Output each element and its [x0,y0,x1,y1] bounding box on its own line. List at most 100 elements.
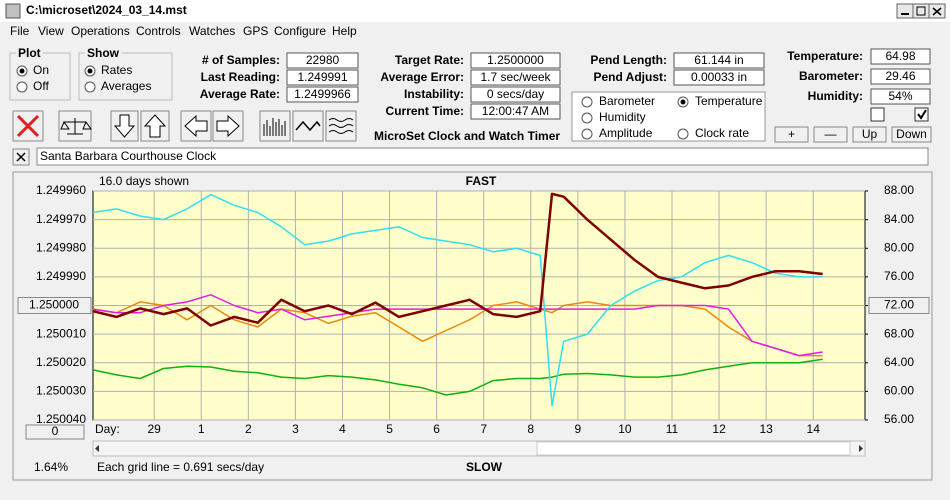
radio[interactable] [581,96,593,108]
y2-tick-label: 88.00 [884,183,914,197]
button[interactable] [891,126,932,143]
field-box [286,86,359,103]
series-line [92,193,823,407]
icon [263,118,286,136]
x-tick-label: 7 [480,422,487,436]
annotation: 16.0 days shown [99,174,189,188]
x-tick-label: 9 [575,422,582,436]
lines-button[interactable] [325,110,357,142]
x-tick-label: 3 [292,422,299,436]
window-controls[interactable] [896,3,946,19]
legend-label: Humidity [599,110,646,124]
x-tick-label: 2 [245,422,252,436]
check-mark [917,109,927,120]
field-value: 22980 [306,53,340,67]
field-label: Instability: [404,87,464,101]
checkbox[interactable] [870,107,885,122]
percent: 1.64% [34,460,68,474]
radio-label: Off [33,79,49,93]
radio[interactable] [581,128,593,140]
field-label: # of Samples: [202,53,280,67]
x-tick-label: 8 [527,422,534,436]
menu-item[interactable]: View [38,24,64,38]
radio[interactable] [84,81,96,93]
field-label: Pend Length: [590,53,667,67]
field-box [470,86,561,103]
field-value: 1.2500000 [487,53,544,67]
radio-label: Averages [101,79,151,93]
icon [916,6,926,16]
radio-dot [680,99,686,105]
x-axis-label: Day: [95,422,120,436]
y2-tick-button[interactable] [868,297,930,314]
y2-tick-label: 64.00 [884,355,914,369]
radio-dot [19,68,25,74]
scroll-thumb[interactable] [536,441,851,456]
y2-tick-label: 80.00 [884,240,914,254]
y-tick-label: 1.249980 [36,240,86,254]
field-box [470,52,561,69]
y-tick-label: 1.250020 [36,355,86,369]
icon [143,114,167,138]
button-label: Down [896,127,927,141]
field-label: Current Time: [386,104,464,118]
menu-item[interactable]: Configure [274,24,326,38]
field-label: Pend Adjust: [593,70,667,84]
icon [328,118,354,134]
wave-button[interactable] [292,110,324,142]
x-tick-label: 29 [148,422,162,436]
field-label: Average Error: [380,70,464,84]
icon [932,7,942,16]
y-tick-button[interactable] [17,297,92,314]
minimize-button[interactable] [896,3,914,19]
legend-label: Clock rate [695,126,749,140]
icon [16,152,26,162]
radio[interactable] [677,128,689,140]
show-group-box [78,52,173,101]
x-tick-label: 12 [712,422,726,436]
field-label: Humidity: [808,89,863,103]
menu-item[interactable]: Operations [71,24,130,38]
x-tick-label: 4 [339,422,346,436]
y-tick-label: 1.249960 [36,183,86,197]
legend-label: Barometer [599,94,655,108]
icon [216,114,240,138]
field-value: 64.98 [885,49,915,63]
radio-label: On [33,63,49,77]
app-icon [5,3,21,19]
x-tick-label: 14 [807,422,821,436]
button[interactable] [813,126,848,143]
menu-item[interactable]: File [10,24,30,38]
zoom-button[interactable] [25,424,85,440]
y2-tick-label: 68.00 [884,326,914,340]
button[interactable] [852,126,887,143]
field-label: Temperature: [787,49,863,63]
menu-item[interactable]: Watches [189,24,235,38]
field-value: 0.00033 in [691,70,747,84]
field-box [470,103,561,120]
field-value: 1.7 sec/week [480,70,551,84]
title-bar [0,0,950,22]
field-box [870,88,931,105]
icon [60,118,92,135]
button[interactable] [774,126,809,143]
series-line [92,192,823,327]
group-title-bg [16,47,43,61]
maximize-button[interactable] [912,3,930,19]
button-label: Up [862,127,878,141]
clock-name-box[interactable] [36,147,929,166]
menu-item[interactable]: GPS [243,24,268,38]
menu-item[interactable]: Controls [136,24,181,38]
field-label: Barometer: [799,69,863,83]
annotation: FAST [466,174,497,188]
icon [184,114,208,138]
radio[interactable] [581,112,593,124]
field-box [470,69,561,86]
radio[interactable] [16,81,28,93]
menu-item[interactable]: Help [332,24,357,38]
field-box [673,52,765,69]
icon [16,114,40,138]
field-value: 1.249991 [297,70,347,84]
group-title: Plot [18,46,41,60]
